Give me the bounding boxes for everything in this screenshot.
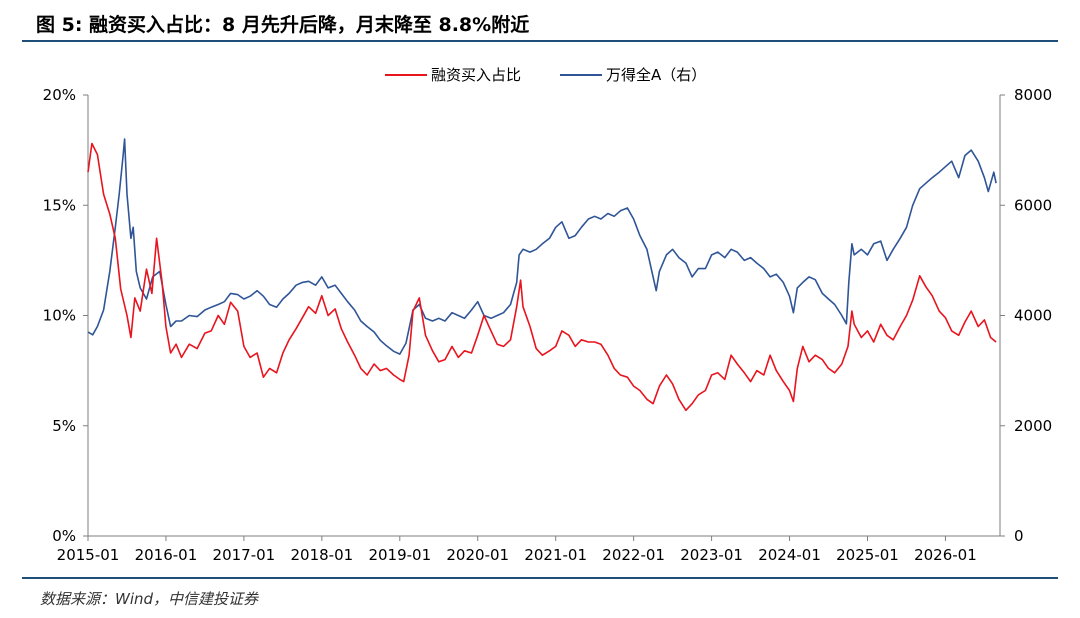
x-tick-label: 2016-01: [135, 546, 198, 564]
x-tick-label: 2026-01: [914, 546, 977, 564]
y-left-tick-label: 0%: [52, 527, 76, 545]
x-tick-label: 2019-01: [368, 546, 431, 564]
x-tick-label: 2021-01: [524, 546, 587, 564]
x-tick-label: 2015-01: [57, 546, 120, 564]
y-right-tick-label: 0: [1014, 527, 1024, 545]
y-left-tick-label: 20%: [43, 86, 76, 104]
x-tick-label: 2024-01: [758, 546, 821, 564]
chart-legend: 融资买入占比 万得全A（右）: [385, 66, 706, 84]
y-right-tick-label: 4000: [1014, 307, 1052, 325]
x-tick-label: 2017-01: [213, 546, 276, 564]
legend-label: 融资买入占比: [431, 66, 521, 84]
x-tick-label: 2022-01: [602, 546, 665, 564]
figure-title: 图 5: 融资买入占比：8 月先升后降，月末降至 8.8%附近: [36, 14, 530, 36]
x-tick-label: 2018-01: [291, 546, 354, 564]
y-left-tick-label: 10%: [43, 307, 76, 325]
x-tick-label: 2020-01: [446, 546, 509, 564]
y-left-tick-label: 5%: [52, 417, 76, 435]
y-right-tick-label: 6000: [1014, 196, 1052, 214]
legend-label: 万得全A（右）: [606, 66, 706, 84]
series-line-margin-buy-ratio: [87, 142, 997, 412]
source-note: 数据来源：Wind，中信建投证券: [40, 590, 259, 608]
x-tick-label: 2023-01: [680, 546, 743, 564]
y-right-tick-label: 2000: [1014, 417, 1052, 435]
top-rule: [22, 40, 1058, 42]
y-right-tick-label: 8000: [1014, 86, 1052, 104]
y-left-tick-label: 15%: [43, 196, 76, 214]
series-line-wind-all-a: [87, 138, 997, 355]
bottom-rule: [22, 577, 1058, 579]
chart-axes: 0% 5% 10% 15% 20% 0 2000 4000 6000 8000 2015-01 201…: [43, 86, 1053, 564]
chart-lines: [87, 138, 997, 412]
x-tick-label: 2025-01: [836, 546, 899, 564]
